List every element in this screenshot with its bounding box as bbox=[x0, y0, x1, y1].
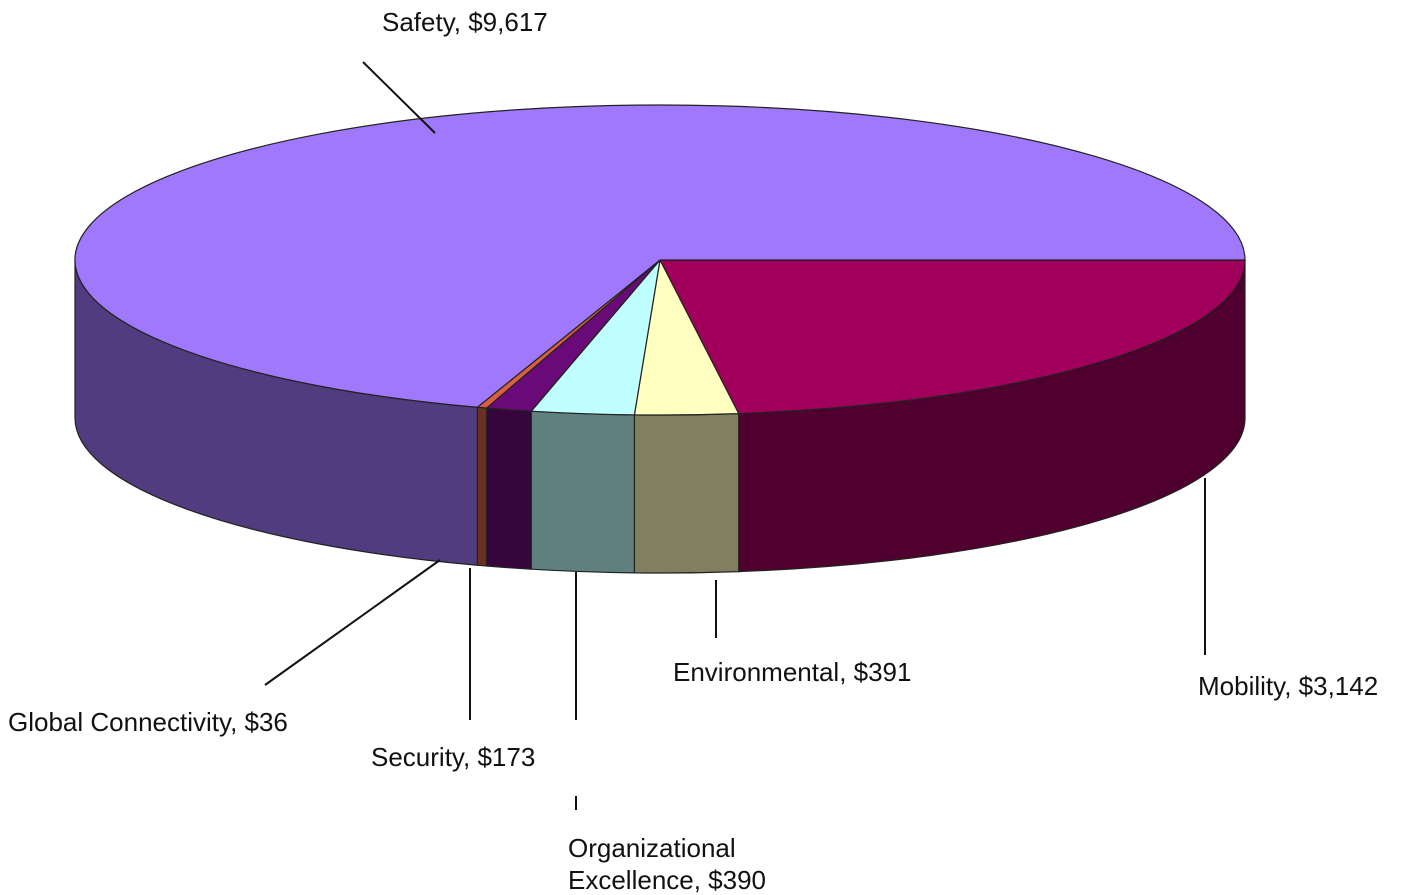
slice-label: Environmental, $391 bbox=[673, 657, 912, 687]
slice bbox=[74, 104, 1246, 408]
slice-label: Security, $173 bbox=[371, 742, 536, 772]
slice-side bbox=[485, 407, 532, 570]
leader-line bbox=[362, 61, 436, 134]
slice-side bbox=[476, 406, 488, 567]
slice-side bbox=[530, 410, 636, 574]
slice-label: Global Connectivity, $36 bbox=[8, 707, 288, 737]
slice-label: Mobility, $3,142 bbox=[1198, 671, 1379, 701]
slices bbox=[74, 104, 1246, 574]
slice-side bbox=[633, 412, 740, 574]
slice-label: Safety, $9,617 bbox=[382, 7, 548, 37]
slice-label: Organizational Excellence, $390 bbox=[568, 833, 767, 895]
slice bbox=[659, 259, 1246, 415]
leader-line bbox=[264, 559, 441, 686]
